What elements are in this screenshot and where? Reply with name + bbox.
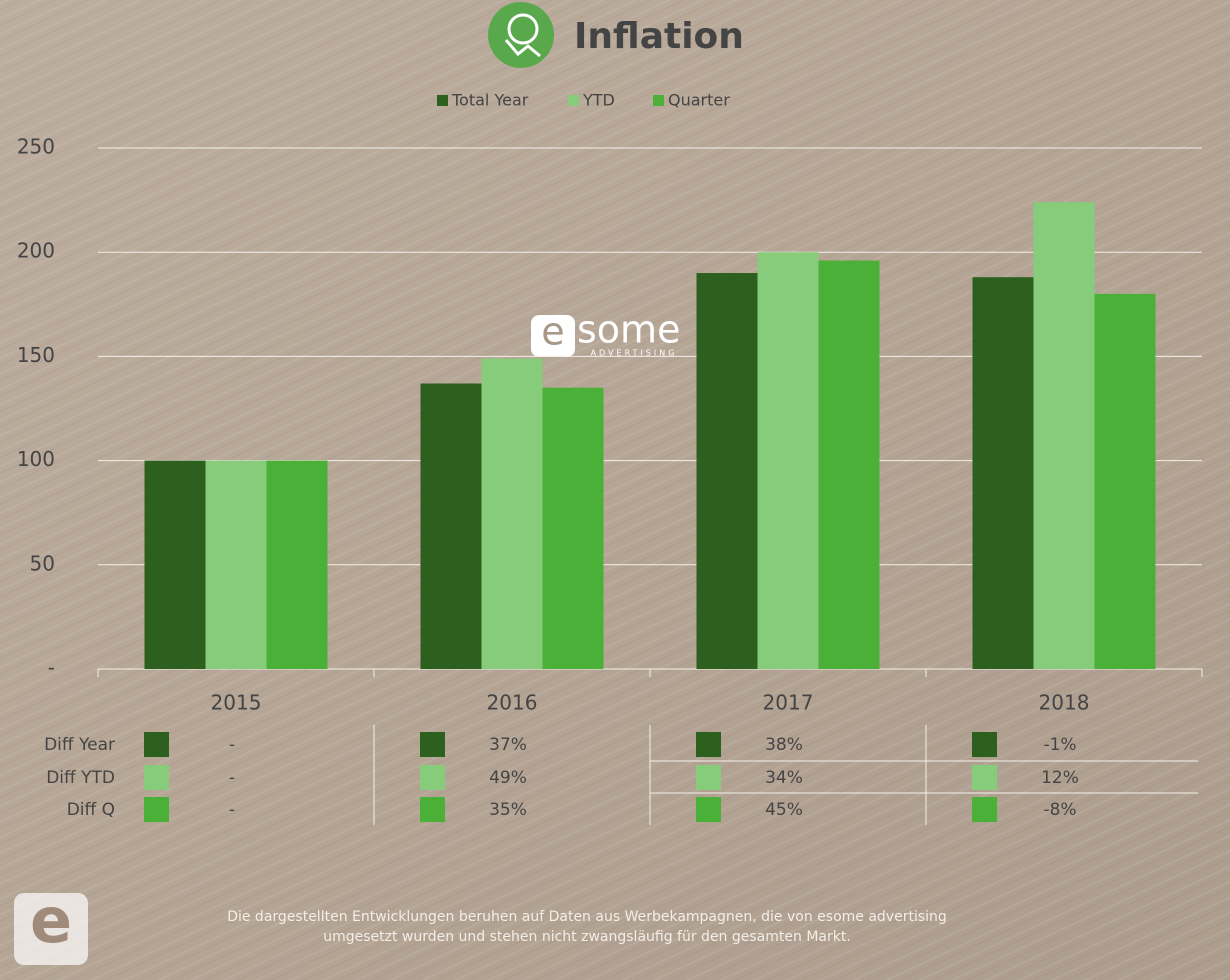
y-tick-label: 250 [17, 135, 55, 159]
diff-swatch [972, 797, 997, 822]
diff-value: - [229, 735, 235, 755]
diff-swatch [144, 732, 169, 757]
legend-swatch [437, 95, 448, 106]
footnote: umgesetzt wurden und stehen nicht zwangs… [323, 929, 851, 945]
x-tick-label: 2015 [211, 691, 262, 715]
legend-label: YTD [582, 91, 615, 110]
bar [1094, 293, 1156, 669]
chart-title: Inflation [574, 16, 744, 57]
diff-value: 38% [765, 735, 803, 755]
legend-swatch [653, 95, 664, 106]
bar [757, 252, 819, 669]
bar [972, 277, 1034, 669]
bar [1033, 202, 1095, 669]
watermark-name: some [577, 308, 680, 352]
row-label: Diff Q [67, 800, 115, 820]
watermark-initial: e [541, 310, 564, 354]
x-tick-label: 2018 [1039, 691, 1090, 715]
bar [144, 460, 206, 669]
watermark-tagline: ADVERTISING [591, 349, 678, 358]
title-icon [488, 2, 554, 68]
diff-swatch [420, 765, 445, 790]
diff-swatch [420, 732, 445, 757]
diff-swatch [696, 732, 721, 757]
bar [481, 358, 543, 669]
x-tick-label: 2016 [487, 691, 538, 715]
bar [818, 260, 880, 669]
diff-swatch [972, 765, 997, 790]
corner-logo: e [30, 884, 72, 957]
diff-value: -1% [1043, 735, 1076, 755]
bar [696, 273, 758, 669]
y-tick-label: - [48, 656, 55, 680]
y-tick-label: 50 [30, 551, 55, 575]
diff-value: -8% [1043, 800, 1076, 820]
legend-label: Quarter [668, 91, 730, 110]
row-label: Diff YTD [46, 768, 115, 788]
diff-value: 34% [765, 768, 803, 788]
diff-value: 45% [765, 800, 803, 820]
diff-swatch [144, 765, 169, 790]
y-tick-label: 100 [17, 447, 55, 471]
legend-swatch [568, 95, 579, 106]
diff-value: - [229, 768, 235, 788]
diff-swatch [696, 765, 721, 790]
legend-label: Total Year [451, 91, 529, 110]
diff-swatch [144, 797, 169, 822]
bar [205, 460, 267, 669]
diff-swatch [696, 797, 721, 822]
diff-value: 37% [489, 735, 527, 755]
bar [542, 387, 604, 669]
y-tick-label: 150 [17, 343, 55, 367]
diff-swatch [420, 797, 445, 822]
corner-logo-box [14, 893, 88, 965]
bar [266, 460, 328, 669]
watermark: e some ADVERTISING [531, 308, 680, 358]
diff-value: 35% [489, 800, 527, 820]
diff-value: 49% [489, 768, 527, 788]
bar [420, 383, 482, 669]
y-tick-label: 200 [17, 239, 55, 263]
diff-swatch [972, 732, 997, 757]
row-label: Diff Year [44, 735, 115, 755]
footnote: Die dargestellten Entwicklungen beruhen … [227, 909, 947, 925]
x-tick-label: 2017 [763, 691, 814, 715]
diff-value: - [229, 800, 235, 820]
diff-value: 12% [1041, 768, 1079, 788]
